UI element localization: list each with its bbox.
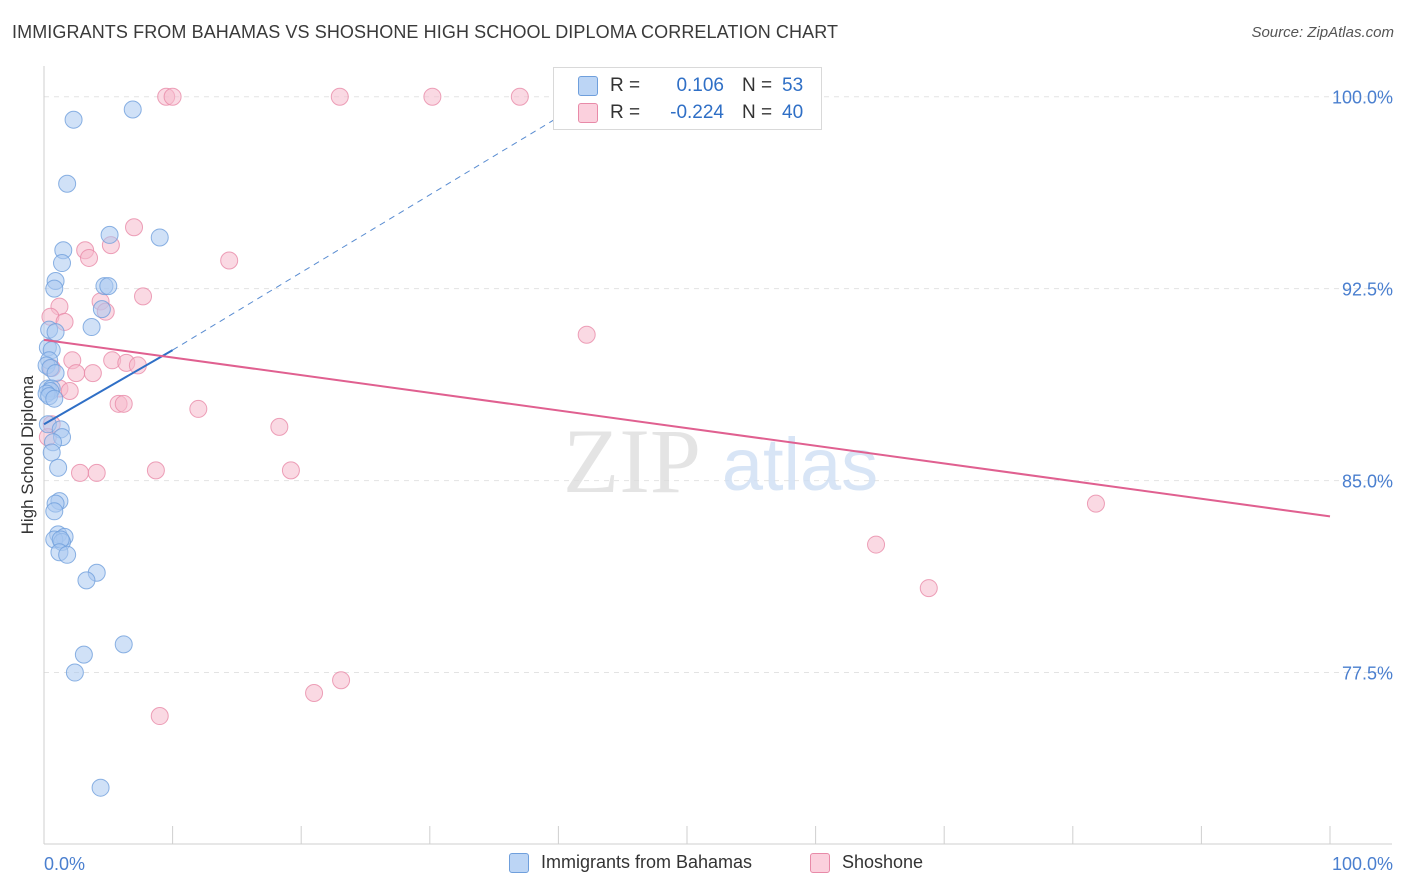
trend-line-shoshone xyxy=(43,338,1331,518)
point-bahamas xyxy=(74,645,93,664)
legend: R = 0.106 N = 53 R = -0.224 N = 40 xyxy=(553,67,822,130)
watermark-zip: ZIP xyxy=(563,410,701,512)
trend-lines xyxy=(43,116,1331,518)
legend-r-value: -0.224 xyxy=(670,102,724,123)
point-bahamas xyxy=(99,277,118,296)
trend-line-bahamas xyxy=(43,349,174,426)
point-shoshone xyxy=(128,356,147,375)
point-shoshone xyxy=(71,463,90,482)
x-tick-label: 0.0% xyxy=(44,854,85,874)
legend-n-value: 53 xyxy=(782,75,804,96)
tick-labels: 77.5% 85.0% 92.5% 100.0% 0.0% 100.0% xyxy=(44,88,1393,874)
point-shoshone xyxy=(83,364,102,383)
x-tick-label: 100.0% xyxy=(1332,854,1393,874)
point-bahamas xyxy=(58,545,77,564)
point-bahamas xyxy=(91,778,110,797)
point-shoshone xyxy=(87,463,106,482)
point-shoshone xyxy=(919,579,938,598)
legend-r-label: R = xyxy=(610,75,641,96)
axes xyxy=(43,66,1392,845)
legend-r-value: 0.106 xyxy=(676,75,724,96)
point-shoshone xyxy=(125,218,144,237)
point-shoshone xyxy=(134,287,153,306)
y-tick-label: 100.0% xyxy=(1332,88,1393,108)
point-shoshone xyxy=(67,364,86,383)
point-bahamas xyxy=(92,300,111,319)
bottom-legend-swatch-pink xyxy=(810,852,830,873)
point-shoshone xyxy=(189,399,208,418)
point-shoshone xyxy=(1086,494,1105,513)
point-bahamas xyxy=(123,100,142,119)
bottom-legend-shoshone: Shoshone xyxy=(810,852,923,873)
series-shoshone xyxy=(38,87,1105,726)
chart-source: Source: ZipAtlas.com xyxy=(1251,24,1394,41)
point-shoshone xyxy=(577,325,596,344)
point-shoshone xyxy=(220,251,239,270)
point-shoshone xyxy=(332,671,351,690)
point-bahamas xyxy=(46,364,65,383)
y-tick-label: 77.5% xyxy=(1342,664,1393,684)
watermark: ZIP atlas xyxy=(563,410,878,512)
legend-swatch-pink xyxy=(578,103,598,123)
point-shoshone xyxy=(146,461,165,480)
bottom-legend-label: Immigrants from Bahamas xyxy=(541,852,753,872)
legend-r-label: R = xyxy=(610,102,641,123)
trend-line-bahamas-extension xyxy=(172,116,559,351)
legend-row-bahamas: R = 0.106 N = 53 xyxy=(578,74,803,98)
bottom-legend: Immigrants from Bahamas Shoshone xyxy=(0,852,1406,876)
point-bahamas xyxy=(42,443,61,462)
gridlines xyxy=(44,96,1392,674)
point-shoshone xyxy=(270,417,289,436)
series-bahamas xyxy=(37,100,169,797)
point-bahamas xyxy=(46,323,65,342)
point-shoshone xyxy=(281,461,300,480)
point-shoshone xyxy=(163,87,182,106)
point-shoshone xyxy=(330,87,349,106)
legend-n-label: N = xyxy=(742,102,773,123)
y-tick-label: 85.0% xyxy=(1342,472,1393,492)
point-shoshone xyxy=(867,535,886,554)
legend-n-label: N = xyxy=(742,75,773,96)
point-bahamas xyxy=(82,318,101,337)
legend-row-shoshone: R = -0.224 N = 40 xyxy=(578,101,803,125)
bottom-legend-bahamas: Immigrants from Bahamas xyxy=(509,852,752,873)
point-shoshone xyxy=(150,707,169,726)
point-shoshone xyxy=(510,87,529,106)
chart-title: IMMIGRANTS FROM BAHAMAS VS SHOSHONE HIGH… xyxy=(12,22,839,42)
bottom-legend-label: Shoshone xyxy=(842,852,924,872)
point-bahamas xyxy=(65,663,84,682)
legend-swatch-blue xyxy=(578,76,598,96)
point-shoshone xyxy=(80,248,99,267)
point-shoshone xyxy=(423,87,442,106)
point-bahamas xyxy=(114,635,133,654)
point-bahamas xyxy=(150,228,169,247)
point-bahamas xyxy=(49,458,68,477)
point-bahamas xyxy=(45,502,64,521)
point-bahamas xyxy=(45,389,64,408)
bottom-legend-swatch-blue xyxy=(509,852,529,873)
point-shoshone xyxy=(114,394,133,413)
point-bahamas xyxy=(77,571,96,590)
y-tick-label: 92.5% xyxy=(1342,280,1393,300)
point-bahamas xyxy=(58,174,77,193)
legend-n-value: 40 xyxy=(782,102,804,123)
point-bahamas xyxy=(100,225,119,244)
point-bahamas xyxy=(53,254,72,273)
point-bahamas xyxy=(45,279,64,298)
point-shoshone xyxy=(60,382,79,401)
point-bahamas xyxy=(64,110,83,129)
point-shoshone xyxy=(305,684,324,703)
